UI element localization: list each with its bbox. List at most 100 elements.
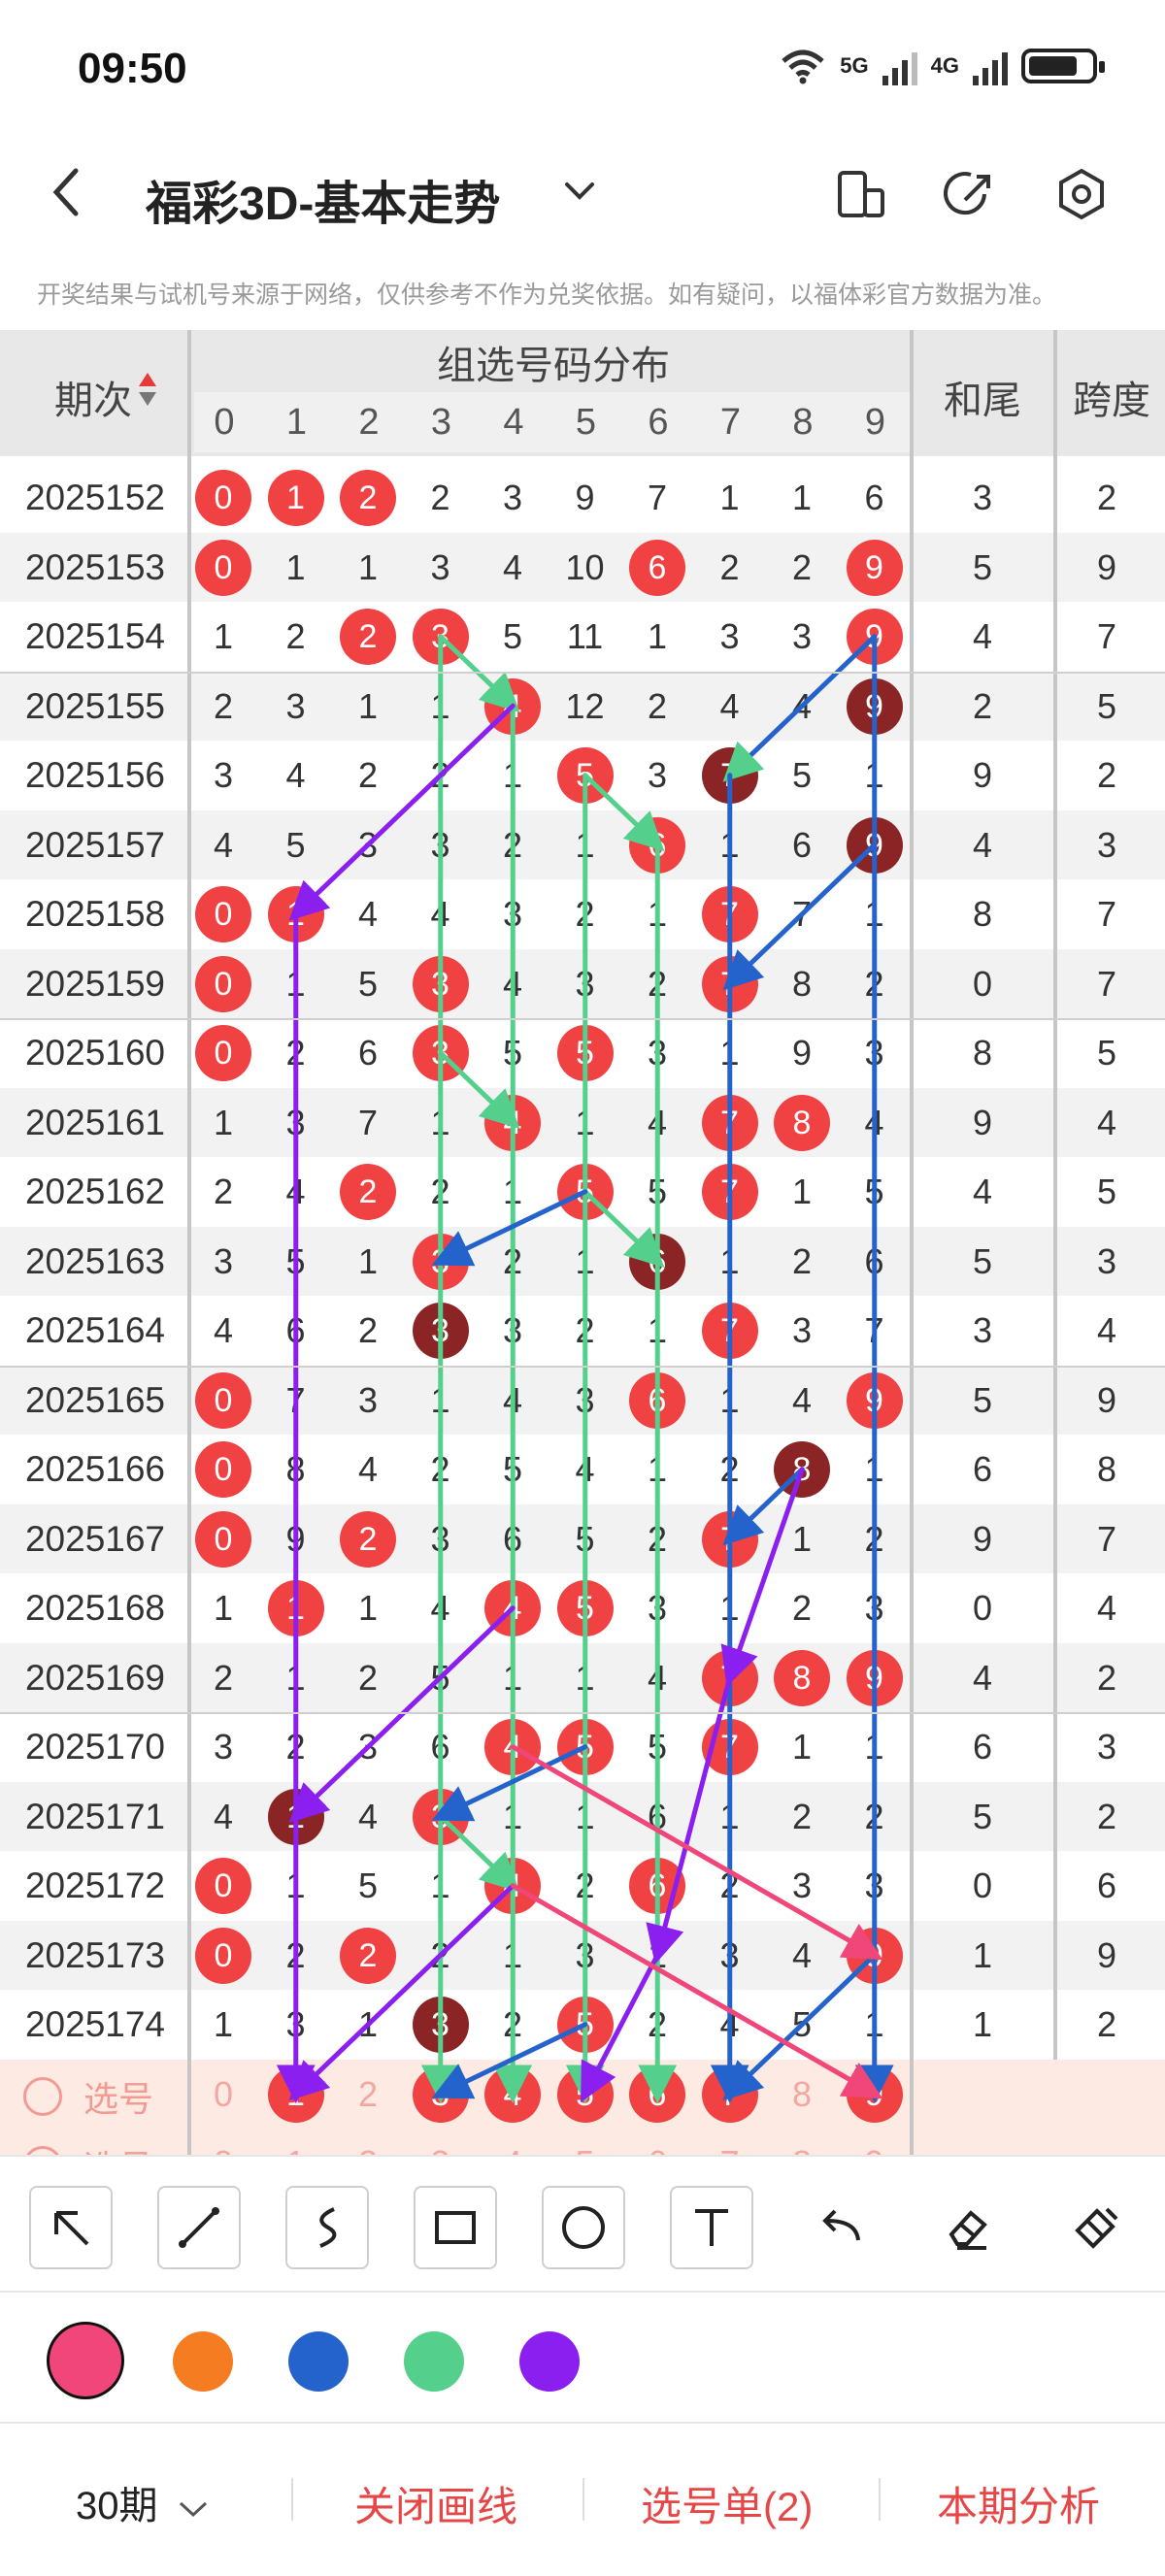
drawn-arrow[interactable]: [510, 1744, 883, 1961]
drawn-arrow[interactable]: [722, 1952, 878, 2101]
digit-miss-cell[interactable]: 7: [694, 2129, 766, 2155]
drawn-arrow[interactable]: [431, 2022, 588, 2099]
drawn-arrow[interactable]: [646, 1674, 733, 1965]
color-swatch-green[interactable]: [404, 2331, 464, 2392]
digit-miss-cell[interactable]: 9: [839, 2129, 911, 2155]
rotate-screen-button[interactable]: [830, 165, 888, 223]
chevron-left-icon: [52, 168, 79, 216]
analysis-button[interactable]: 本期分析: [937, 2484, 1101, 2529]
circle-tool-button[interactable]: [542, 2186, 625, 2269]
digit-hit-cell: 0: [187, 1366, 259, 1435]
digit-miss-cell[interactable]: 3: [405, 2129, 477, 2155]
undo-button[interactable]: [798, 2186, 882, 2269]
span-value: 4: [1096, 1588, 1117, 1628]
text-tool-button[interactable]: [670, 2186, 753, 2269]
color-swatch-blue[interactable]: [288, 2331, 349, 2392]
drawn-arrow[interactable]: [510, 1883, 883, 2099]
settings-button[interactable]: [1052, 165, 1111, 223]
issue-number: 2025160: [24, 1033, 166, 1073]
drawn-arrow[interactable]: [288, 703, 516, 921]
hit-ball: 6: [629, 539, 685, 596]
digit-hit-cell: 1: [260, 463, 332, 532]
drawn-arrow[interactable]: [438, 1050, 520, 1130]
hit-ball: 8: [774, 1094, 830, 1151]
drawn-arrow[interactable]: [722, 1467, 805, 1546]
hit-ball: 2: [340, 1927, 396, 1984]
back-button[interactable]: [47, 163, 105, 231]
drawn-arrow[interactable]: [288, 1883, 516, 2101]
digit-miss-cell: 2: [719, 546, 740, 587]
radio-circle-icon[interactable]: [23, 2076, 62, 2116]
drawn-arrow[interactable]: [431, 1744, 588, 1822]
color-picker: [0, 2291, 1165, 2424]
title-dropdown[interactable]: [563, 173, 596, 211]
digit-miss-cell: 4: [502, 546, 523, 587]
eraser-button[interactable]: [926, 2186, 1010, 2269]
digit-miss-cell[interactable]: 0: [213, 2073, 234, 2114]
digit-header-3: 3: [430, 402, 452, 443]
close-draw-button[interactable]: 关闭画线: [354, 2484, 518, 2529]
hit-ball: 2: [340, 1510, 396, 1568]
digit-miss-cell: 3: [213, 1727, 234, 1767]
drawn-arrow[interactable]: [720, 1467, 805, 1687]
clear-button[interactable]: [1054, 2186, 1138, 2269]
digit-miss-cell: 3: [430, 546, 450, 587]
color-swatch-orange[interactable]: [173, 2331, 233, 2392]
drawn-arrow[interactable]: [438, 1813, 520, 1893]
sum-tail-value: 3: [972, 1310, 993, 1350]
share-button[interactable]: [942, 165, 1000, 223]
digit-miss-cell[interactable]: 2: [357, 2073, 379, 2114]
drawn-arrow[interactable]: [581, 1952, 660, 2103]
pick-list-button[interactable]: 选号单(2): [641, 2484, 814, 2529]
digit-miss-cell[interactable]: 2: [332, 2129, 404, 2155]
color-swatch-pink[interactable]: [47, 2322, 124, 2399]
issue-number: 2025164: [24, 1310, 166, 1350]
page-title[interactable]: 福彩3D-基本走势: [146, 179, 501, 230]
drawn-arrow[interactable]: [431, 1189, 588, 1267]
period-selector[interactable]: 30期: [76, 2474, 210, 2530]
curve-tool-button[interactable]: [285, 2186, 369, 2269]
line-tool-button[interactable]: [157, 2186, 241, 2269]
span-value: 7: [1096, 963, 1117, 1004]
hit-ball: 2: [340, 609, 396, 666]
digit-miss-cell[interactable]: 8: [766, 2129, 838, 2155]
status-bar: 09:50 5G 4G: [0, 0, 1165, 146]
digit-miss-cell[interactable]: 4: [477, 2129, 549, 2155]
drawn-arrow[interactable]: [582, 773, 665, 852]
sum-tail-value: 1: [972, 1934, 993, 1975]
pick-row-label[interactable]: 选号: [23, 2071, 153, 2122]
digit-miss-cell: 5: [502, 616, 523, 656]
digit-miss-cell: 1: [791, 1727, 813, 1767]
digit-miss-cell[interactable]: 1: [260, 2129, 332, 2155]
digit-miss-cell: 3: [791, 1310, 813, 1350]
digit-miss-cell[interactable]: 6: [621, 2129, 693, 2155]
text-tool-icon: [695, 2209, 728, 2246]
drawn-arrow[interactable]: [722, 842, 878, 991]
digit-miss-cell[interactable]: 0: [187, 2129, 259, 2155]
table-row: 2025168111445312304: [0, 1573, 1165, 1642]
digit-miss-cell[interactable]: 5: [549, 2129, 621, 2155]
digit-miss-cell: 5: [285, 824, 306, 865]
rect-tool-button[interactable]: [414, 2186, 497, 2269]
issue-column-header[interactable]: 期次: [54, 380, 132, 422]
line-tool-icon: [179, 2207, 219, 2248]
issue-number: 2025159: [24, 963, 166, 1004]
drawn-arrow[interactable]: [722, 634, 878, 782]
arrow-tool-button[interactable]: [29, 2186, 113, 2269]
drawn-arrow[interactable]: [582, 1189, 665, 1269]
hit-ball: 0: [195, 1858, 251, 1915]
pick-row-label[interactable]: 选号: [23, 2140, 153, 2155]
digit-hit-cell: 0: [187, 463, 259, 532]
digit-miss-cell[interactable]: 8: [791, 2073, 813, 2114]
digit-miss-cell: 2: [791, 546, 813, 587]
drawing-overlay[interactable]: [0, 330, 1165, 2155]
digit-header-1: 1: [285, 402, 308, 443]
digit-miss-cell: 4: [791, 1379, 813, 1420]
span-value: 2: [1096, 755, 1117, 795]
color-swatch-purple[interactable]: [519, 2331, 580, 2392]
hit-ball: 0: [195, 1927, 251, 1984]
digit-miss-cell: 1: [647, 616, 668, 656]
issue-number: 2025171: [24, 1796, 166, 1836]
